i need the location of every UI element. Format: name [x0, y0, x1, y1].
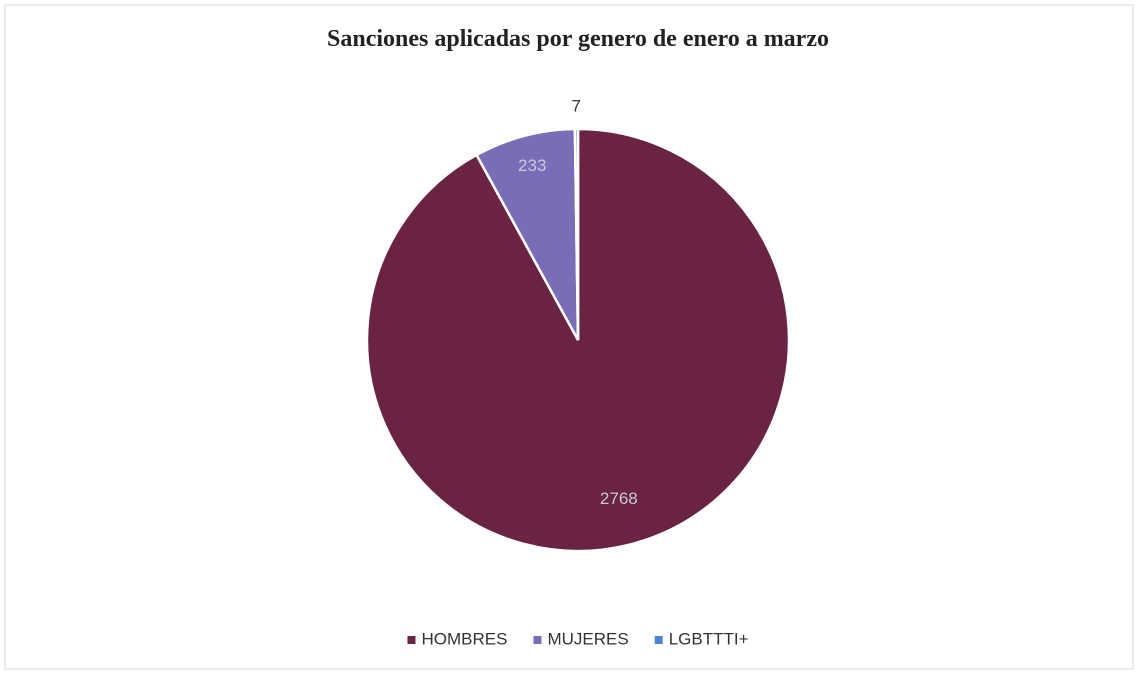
legend-swatch	[654, 636, 663, 644]
pie-slice	[573, 127, 580, 341]
legend-swatch	[407, 636, 416, 644]
pie-slice	[474, 127, 580, 341]
data-label: 2768	[600, 489, 638, 508]
data-label: 7	[572, 96, 581, 115]
legend-label: HOMBRES	[421, 629, 507, 648]
legend-label: LGBTTTI+	[669, 629, 749, 648]
legend-swatch	[533, 636, 542, 644]
pie: 2768 233 7	[365, 96, 791, 553]
legend: HOMBRES MUJERES LGBTTTI+	[407, 629, 749, 648]
data-label: 233	[518, 156, 546, 175]
chart-title: Sanciones aplicadas por genero de enero …	[327, 26, 829, 52]
legend-label: MUJERES	[547, 629, 628, 648]
